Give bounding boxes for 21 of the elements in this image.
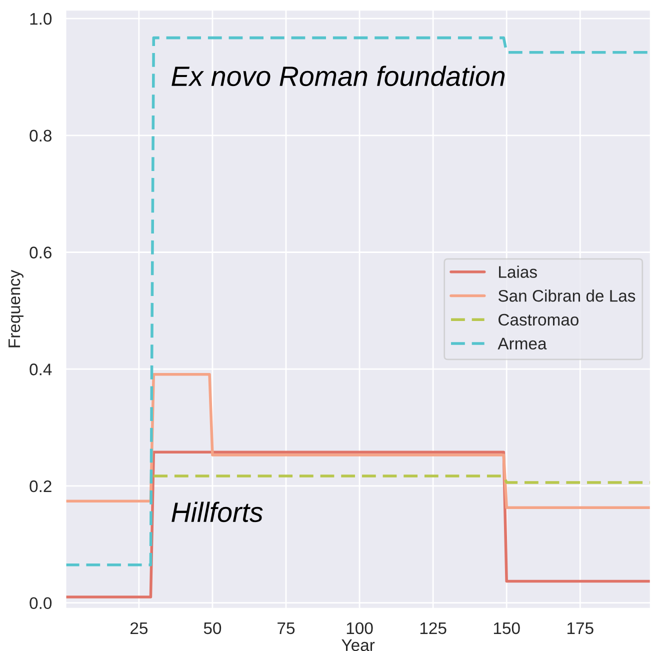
y-tick-label: 0.8: [30, 130, 52, 142]
x-tick-label: 175: [568, 622, 594, 634]
y-tick-label: 1.0: [30, 12, 52, 25]
y-tick-label: 0.0: [30, 597, 52, 610]
legend-label: Armea: [498, 338, 547, 350]
x-tick-label: 100: [346, 622, 373, 634]
legend-label: Castromao: [498, 314, 578, 326]
y-tick-label: 0.4: [30, 364, 52, 376]
x-tick-label: 150: [494, 622, 520, 634]
legend-label: Laias: [499, 266, 537, 278]
x-tick-label: 50: [204, 622, 222, 634]
x-axis-title: Year: [342, 639, 375, 651]
y-axis-title: Frequency: [8, 270, 24, 348]
annotation: Ex novo Roman foundation: [172, 66, 505, 86]
x-tick-label: 125: [420, 622, 446, 634]
legend-label: San Cibran de Las: [498, 290, 636, 302]
x-tick-label: 25: [130, 622, 148, 634]
annotation: Hillforts: [172, 502, 263, 522]
y-tick-label: 0.6: [30, 246, 52, 258]
x-tick-label: 75: [278, 622, 295, 634]
y-tick-label: 0.2: [30, 480, 52, 492]
